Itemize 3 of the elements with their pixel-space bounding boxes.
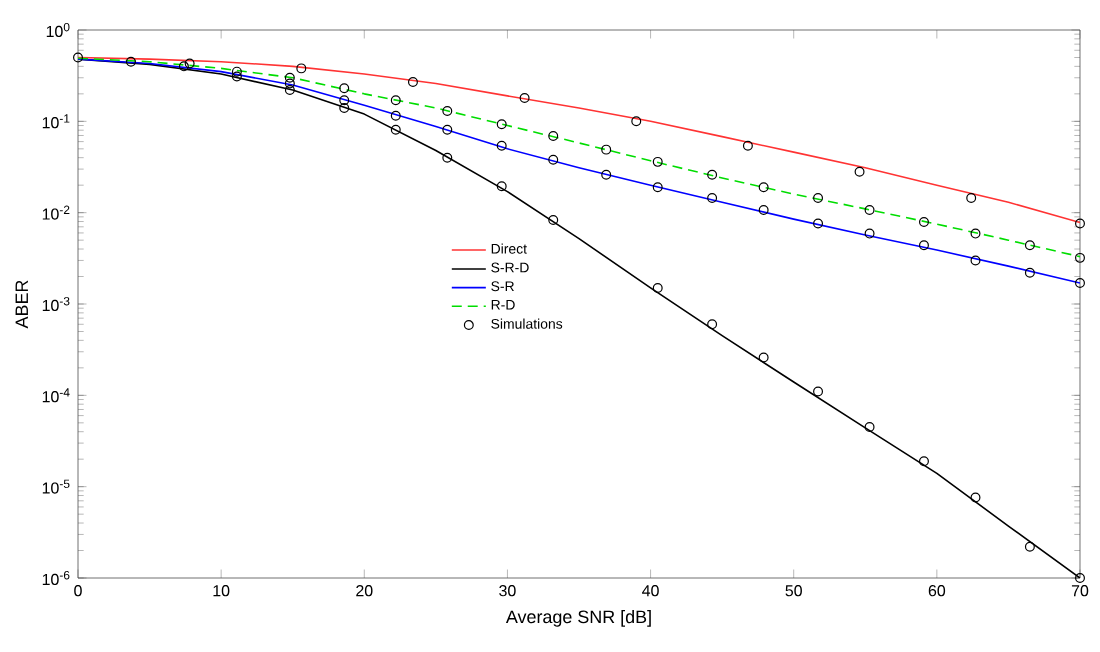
x-axis-title: Average SNR [dB]	[505, 610, 651, 627]
line-series	[78, 56, 1080, 224]
y-axis-title: ABER	[15, 280, 28, 329]
